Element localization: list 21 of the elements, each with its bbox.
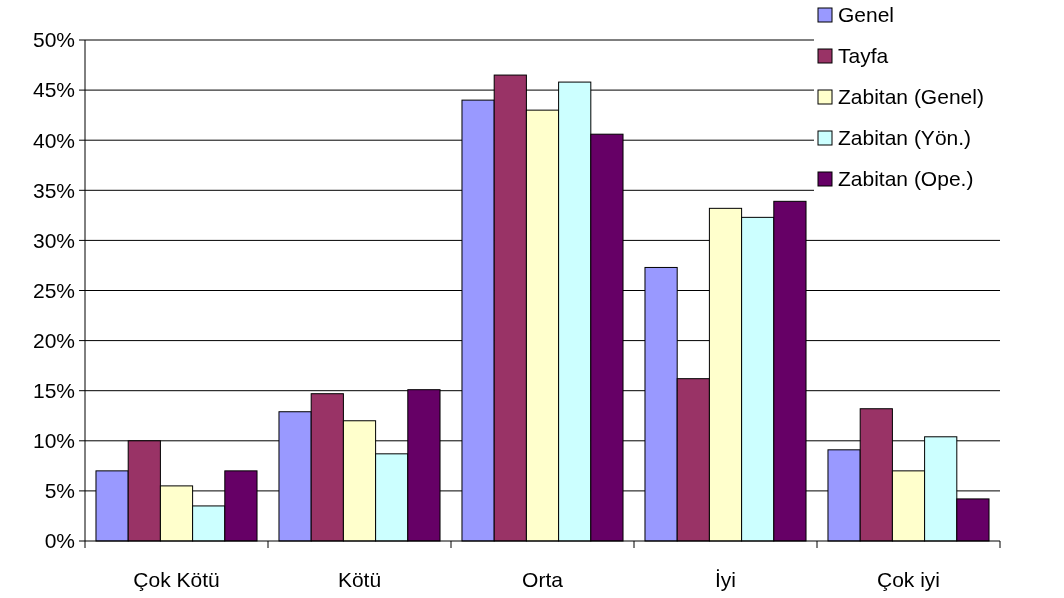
legend-label: Tayfa (838, 44, 889, 68)
legend-label: Zabitan (Ope.) (838, 167, 974, 191)
legend-label: Genel (838, 3, 895, 27)
x-tick-label: Orta (522, 568, 564, 591)
y-tick-label: 5% (44, 479, 75, 503)
legend-label: Zabitan (Yön.) (838, 126, 972, 150)
y-tick-label: 45% (32, 78, 75, 102)
x-tick-label: Çok Kötü (133, 568, 220, 591)
y-tick-label: 50% (32, 28, 75, 52)
y-tick-label: 35% (32, 178, 75, 202)
y-tick-label: 20% (32, 328, 75, 352)
x-tick-label: İyi (715, 568, 736, 591)
x-tick-label: Kötü (337, 568, 382, 591)
y-tick-label: 30% (32, 228, 75, 252)
y-tick-label: 40% (32, 128, 75, 152)
x-tick-label: Çok iyi (876, 568, 941, 591)
y-tick-label: 0% (44, 529, 75, 553)
y-tick-label: 10% (32, 429, 75, 453)
legend-label: Zabitan (Genel) (838, 85, 984, 109)
y-tick-label: 25% (32, 278, 75, 302)
y-tick-label: 15% (32, 379, 75, 403)
